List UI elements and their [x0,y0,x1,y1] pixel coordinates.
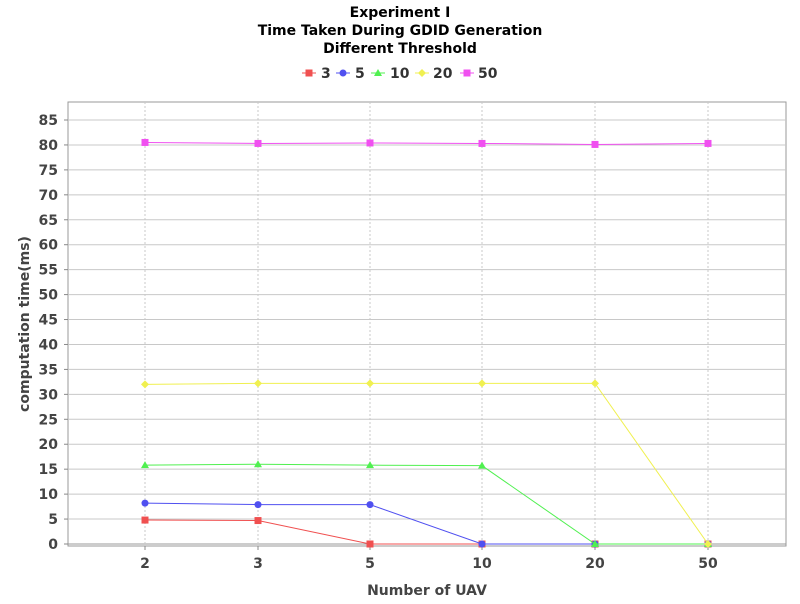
legend-label: 3 [321,66,331,82]
data-point [478,461,486,469]
series-line-10 [144,463,708,545]
y-tick-label: 25 [39,412,58,428]
legend-item: 50 [460,66,498,82]
grid-horizontal [68,119,786,545]
legend: 3 5 10 20 50 [302,66,498,82]
x-tick-label: 50 [698,556,718,572]
y-tick-label: 15 [39,462,58,478]
x-tick-label: 5 [365,556,375,572]
data-point [366,379,374,388]
y-tick-label: 55 [39,263,58,279]
legend-label: 50 [478,66,498,82]
data-point [704,139,712,147]
legend-marker [305,69,313,77]
y-axis-ticks: 0 5 10 15 20 25 30 35 40 45 50 55 60 65 70 75 80 85 [39,113,68,553]
series-50 [141,138,712,148]
data-point [366,461,374,469]
data-point [254,379,262,388]
y-tick-label: 35 [39,362,58,378]
x-tick-label: 10 [472,556,492,572]
y-tick-label: 40 [39,337,59,353]
legend-label: 20 [433,66,453,82]
y-tick-label: 75 [39,163,58,179]
data-point [478,139,486,147]
data-point [478,379,486,388]
series-line-20 [144,382,709,545]
x-tick-label: 20 [585,556,605,572]
legend-marker [374,69,382,76]
x-axis-ticks: 2 3 5 10 20 50 [140,546,718,572]
x-axis-label: Number of UAV [367,583,487,599]
data-point [704,540,712,548]
data-point [591,379,599,388]
chart-title: Experiment I [350,5,451,21]
data-point [591,540,599,547]
legend-item: 5 [336,66,365,82]
y-tick-label: 20 [39,437,59,453]
series-20 [141,379,712,548]
x-tick-label: 2 [140,556,150,572]
series-layer [141,138,712,548]
y-tick-label: 30 [39,387,59,403]
grid-vertical [144,102,709,546]
data-point [478,540,486,548]
y-tick-label: 85 [39,113,58,129]
y-tick-label: 65 [39,213,58,229]
y-tick-label: 5 [48,512,58,528]
data-point [591,140,599,148]
data-point [366,501,374,509]
y-tick-label: 80 [39,138,59,154]
data-point [254,501,262,509]
data-point [141,138,149,146]
data-point [141,380,149,389]
y-tick-label: 10 [39,487,59,503]
y-tick-label: 45 [39,313,58,329]
data-point [366,139,374,147]
legend-label: 10 [390,66,410,82]
data-point [254,517,262,525]
data-point [141,461,149,469]
legend-item: 3 [302,66,331,82]
legend-item: 10 [371,66,410,82]
legend-marker [339,69,347,77]
plot-area [67,101,787,547]
y-tick-label: 70 [39,188,59,204]
legend-item: 20 [415,66,453,82]
legend-marker [418,69,426,77]
data-point [141,499,149,507]
data-point [254,139,262,147]
y-axis-label: computation time(ms) [17,236,33,412]
x-tick-label: 3 [253,556,263,572]
y-tick-label: 60 [39,238,59,254]
legend-marker [463,69,471,77]
data-point [141,516,149,524]
chart-subtitle-line-1: Time Taken During GDID Generation [258,23,543,39]
y-tick-label: 50 [39,288,59,304]
y-tick-label: 0 [48,537,58,553]
data-point [254,460,262,468]
legend-label: 5 [355,66,365,82]
chart-subtitle-line-2: Different Threshold [323,41,477,57]
data-point [366,540,374,548]
series-line-50 [144,141,709,145]
